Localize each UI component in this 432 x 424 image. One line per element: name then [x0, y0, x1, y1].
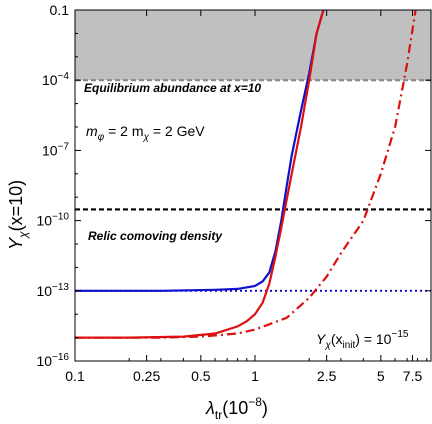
x-tick-label: 0.25 [133, 368, 160, 384]
series-line-2 [75, 10, 325, 339]
y-tick-label: 10−4 [42, 71, 69, 88]
equilibrium-annotation: Equilibrium abundance at x=10 [84, 81, 261, 95]
yinit-annotation: Yχ(xinit) = 10−15 [316, 329, 409, 351]
y-tick-label: 10−7 [42, 141, 69, 158]
x-tick-label: 1 [251, 368, 259, 384]
y-axis-title: Yχ(x=10) [6, 180, 30, 250]
y-tick-label: 10−16 [36, 352, 69, 369]
plot-frame [74, 9, 432, 362]
x-axis-title: λtr(10−8) [205, 395, 268, 422]
y-tick-label: 10−13 [36, 282, 69, 299]
x-tick-label: 5 [377, 368, 385, 384]
x-tick-label: 7.5 [403, 368, 423, 384]
x-tick-label: 0.1 [65, 368, 85, 384]
y-tick-label: 0.1 [50, 2, 70, 18]
mass-annotation: mφ = 2 mχ = 2 GeV [86, 123, 205, 143]
y-tick-label: 10−10 [36, 212, 69, 229]
relic-annotation: Relic comoving density [88, 229, 223, 243]
x-tick-label: 2.5 [317, 368, 337, 384]
excluded-region [75, 10, 431, 81]
x-tick-label: 0.5 [191, 368, 211, 384]
